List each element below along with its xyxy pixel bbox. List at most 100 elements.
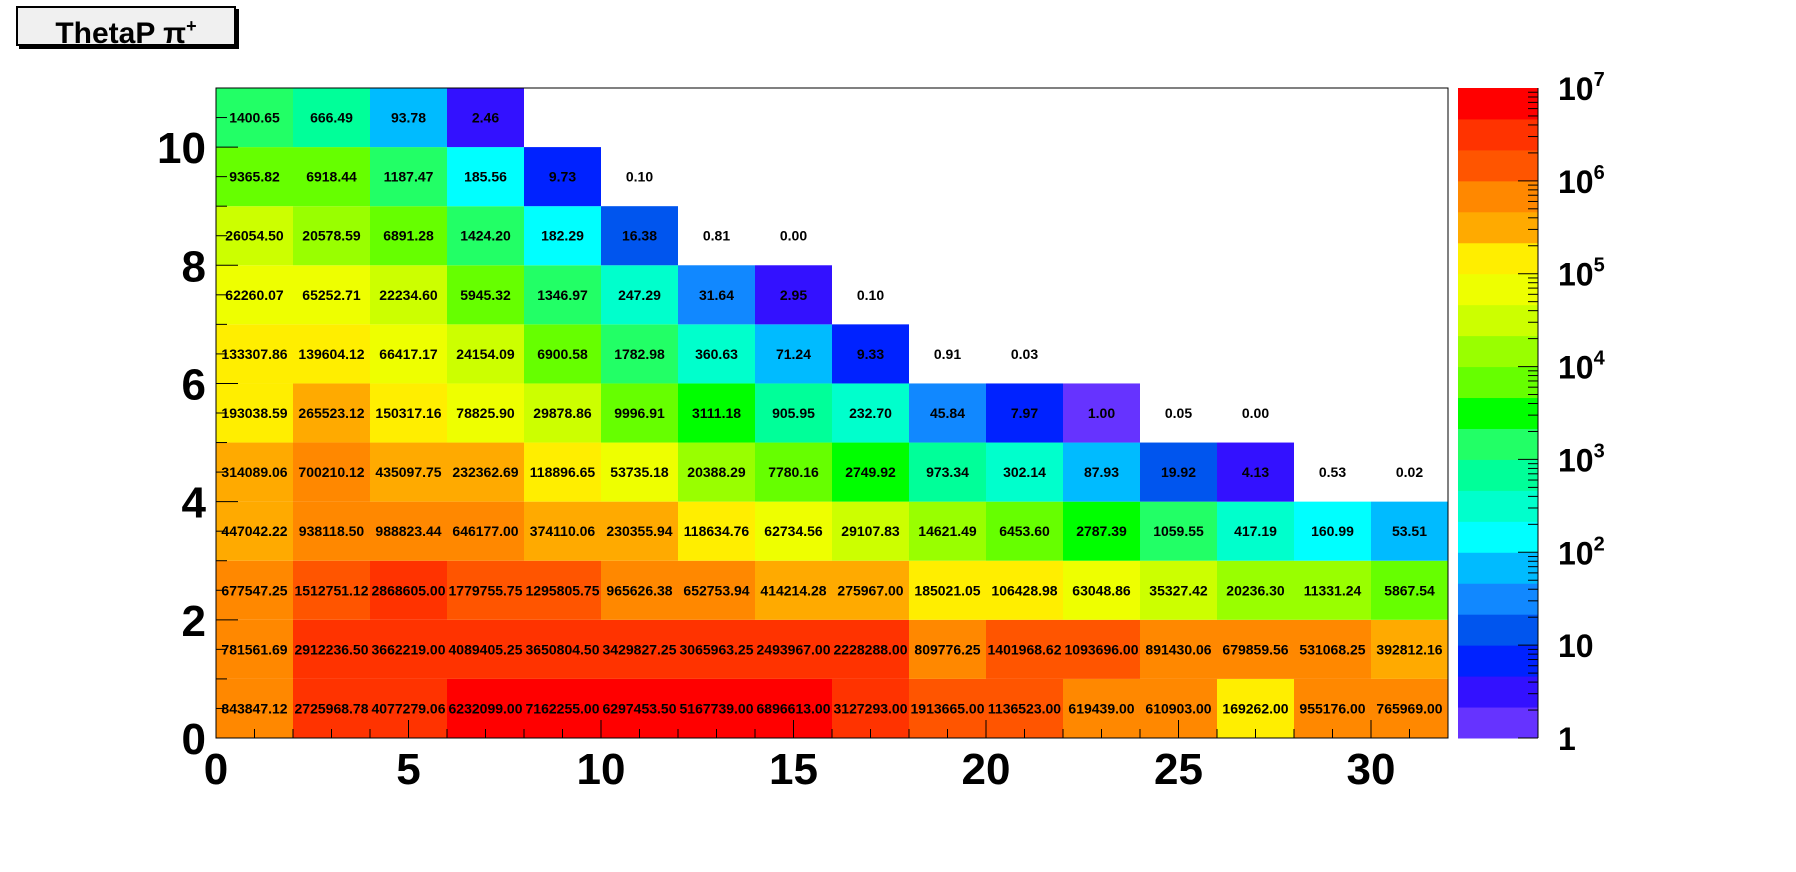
- colorbar-segment: [1458, 335, 1538, 368]
- cell-label: 66417.17: [379, 346, 438, 362]
- cell-label: 3662219.00: [372, 641, 446, 657]
- y-tick-label: 2: [182, 597, 206, 646]
- heatmap-cell: [447, 147, 524, 207]
- heatmap-cell: [370, 442, 447, 502]
- heatmap-cell: [1294, 678, 1371, 738]
- cell-label: 646177.00: [452, 523, 518, 539]
- cell-label: 652753.94: [683, 582, 749, 598]
- cell-label: 843847.12: [221, 700, 287, 716]
- heatmap-cell: [1371, 678, 1448, 738]
- cell-label: 1913665.00: [911, 700, 985, 716]
- heatmap-cell: [1140, 501, 1217, 561]
- heatmap-cell: [909, 383, 986, 443]
- cell-label: 447042.22: [221, 523, 287, 539]
- colorbar-label: 102: [1558, 533, 1605, 571]
- heatmap-cell: [601, 619, 678, 679]
- cell-label: 87.93: [1084, 464, 1119, 480]
- cell-label: 0.00: [780, 228, 807, 244]
- colorbar-segment: [1458, 490, 1538, 522]
- heatmap-cell: [601, 324, 678, 384]
- cell-label: 2.95: [780, 287, 807, 303]
- cell-label: 531068.25: [1299, 641, 1365, 657]
- heatmap-cell: [1063, 501, 1140, 561]
- cell-label: 71.24: [776, 346, 811, 362]
- heatmap-cell: [216, 88, 293, 148]
- cell-label: 417.19: [1234, 523, 1277, 539]
- heatmap-cell: [986, 442, 1063, 502]
- heatmap-cell: [216, 324, 293, 384]
- cell-label: 3065963.25: [680, 641, 754, 657]
- heatmap-cell: [216, 147, 293, 207]
- cell-label: 20578.59: [302, 228, 361, 244]
- heatmap-cell: [986, 383, 1063, 443]
- heatmap-cell: [678, 324, 755, 384]
- cell-label: 65252.71: [302, 287, 361, 303]
- colorbar-segment: [1458, 273, 1538, 306]
- heatmap-cell: [370, 501, 447, 561]
- cell-label: 3127293.00: [834, 700, 908, 716]
- cell-label: 2868605.00: [372, 582, 446, 598]
- heatmap-cell: [601, 442, 678, 502]
- y-tick-label: 0: [182, 715, 206, 764]
- cell-label: 35327.42: [1149, 582, 1208, 598]
- heatmap-cell: [832, 442, 909, 502]
- heatmap-cell: [216, 501, 293, 561]
- cell-label: 118634.76: [684, 523, 750, 539]
- heatmap-cell: [601, 501, 678, 561]
- heatmap-cell: [1217, 619, 1294, 679]
- heatmap-cell: [447, 265, 524, 325]
- colorbar-segment: [1458, 118, 1538, 151]
- cell-label: 1059.55: [1153, 523, 1204, 539]
- colorbar-segment: [1458, 211, 1538, 244]
- heatmap-cell: [755, 501, 832, 561]
- cell-label: 150317.16: [375, 405, 441, 421]
- cell-label: 9365.82: [229, 169, 280, 185]
- cell-label: 1400.65: [229, 110, 280, 126]
- heatmap-cell: [832, 678, 909, 738]
- y-tick-label: 4: [182, 479, 207, 528]
- heatmap-cell: [601, 206, 678, 266]
- cell-label: 0.53: [1319, 464, 1346, 480]
- heatmap-cell: [1063, 560, 1140, 620]
- cell-label: 193038.59: [221, 405, 287, 421]
- heatmap-cell: [1294, 560, 1371, 620]
- cell-label: 6297453.50: [603, 700, 677, 716]
- colorbar-label: 103: [1558, 440, 1605, 478]
- heatmap-cell: [678, 501, 755, 561]
- heatmap-cell: [524, 265, 601, 325]
- heatmap-cell: [370, 383, 447, 443]
- heatmap-cell: [1063, 619, 1140, 679]
- heatmap-cell: [293, 147, 370, 207]
- heatmap-cell: [832, 383, 909, 443]
- heatmap-cell: [986, 560, 1063, 620]
- heatmap-cell: [601, 678, 678, 738]
- heatmap-cell: [1140, 442, 1217, 502]
- heatmap-cell: [1063, 383, 1140, 443]
- heatmap-cell: [1371, 619, 1448, 679]
- cell-label: 2228288.00: [834, 641, 908, 657]
- heatmap-cell: [293, 206, 370, 266]
- heatmap-cell: [370, 560, 447, 620]
- colorbar-segment: [1458, 645, 1538, 677]
- cell-label: 700210.12: [298, 464, 364, 480]
- heatmap-cell: [216, 383, 293, 443]
- heatmap-cell: [293, 619, 370, 679]
- cell-label: 45.84: [930, 405, 965, 421]
- cell-label: 7780.16: [768, 464, 819, 480]
- cell-label: 0.05: [1165, 405, 1192, 421]
- cell-label: 965626.38: [606, 582, 672, 598]
- cell-label: 275967.00: [837, 582, 903, 598]
- cell-label: 0.00: [1242, 405, 1269, 421]
- heatmap-cell: [293, 560, 370, 620]
- cell-label: 809776.25: [914, 641, 980, 657]
- heatmap-cell: [678, 619, 755, 679]
- colorbar-segment: [1458, 583, 1538, 615]
- cell-label: 435097.75: [375, 464, 441, 480]
- cell-label: 1424.20: [460, 228, 511, 244]
- colorbar-segment: [1458, 459, 1538, 491]
- cell-label: 677547.25: [221, 582, 287, 598]
- cell-label: 247.29: [618, 287, 661, 303]
- cell-label: 955176.00: [1299, 700, 1365, 716]
- cell-label: 9.73: [549, 169, 576, 185]
- y-tick-label: 10: [157, 124, 206, 173]
